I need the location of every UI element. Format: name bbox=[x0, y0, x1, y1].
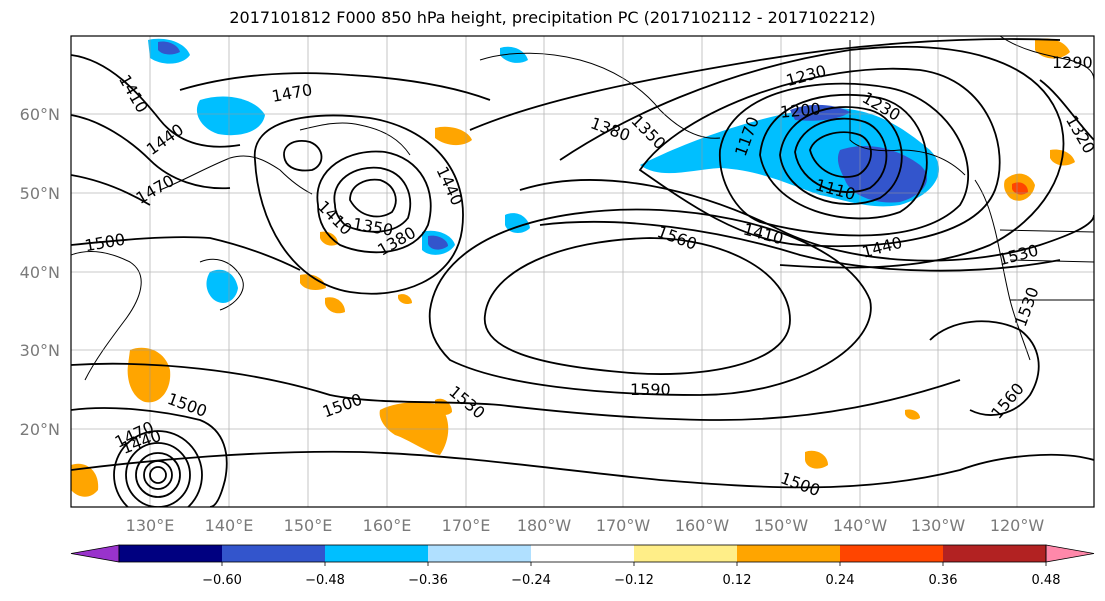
precip-shading bbox=[71, 38, 1075, 497]
colorbar-tick-label: 0.36 bbox=[929, 573, 958, 588]
colorbar-tick-label: 0.12 bbox=[723, 573, 752, 588]
lon-label: 180°W bbox=[517, 516, 572, 535]
lat-label-30n: 30°N bbox=[20, 341, 60, 360]
lat-label-60n: 60°N bbox=[20, 105, 60, 124]
colorbar-tick-label: −0.24 bbox=[511, 573, 551, 588]
contour-label: 1200 bbox=[779, 99, 821, 121]
colorbar-swatch bbox=[737, 545, 840, 562]
colorbar-tick-label: −0.60 bbox=[202, 573, 242, 588]
height-contours bbox=[71, 38, 1094, 507]
colorbar-tick-label: −0.12 bbox=[614, 573, 654, 588]
lon-label: 130°W bbox=[911, 516, 966, 535]
plot-area: 1410 1470 1440 1470 1500 1410 1350 1380 … bbox=[71, 36, 1094, 507]
plot-frame bbox=[70, 35, 1095, 508]
colorbar-frame bbox=[118, 544, 1047, 563]
lat-label-50n: 50°N bbox=[20, 184, 60, 203]
colorbar-swatch bbox=[840, 545, 943, 562]
contour-label: 1290 bbox=[1052, 53, 1093, 72]
map-title: 2017101812 F000 850 hPa height, precipit… bbox=[229, 8, 876, 27]
colorbar-swatch bbox=[119, 545, 222, 562]
colorbar-tick-label: 0.24 bbox=[826, 573, 855, 588]
lon-label: 130°E bbox=[126, 516, 175, 535]
colorbar-swatch bbox=[943, 545, 1046, 562]
lat-label-20n: 20°N bbox=[20, 420, 60, 439]
colorbar-extend-low bbox=[70, 544, 120, 563]
lat-axis: 60°N 50°N 40°N 30°N 20°N bbox=[20, 105, 60, 439]
colorbar-tick-label: −0.36 bbox=[408, 573, 448, 588]
lat-label-40n: 40°N bbox=[20, 263, 60, 282]
lon-label: 150°E bbox=[284, 516, 333, 535]
colorbar-swatch bbox=[222, 545, 325, 562]
colorbar-swatch bbox=[325, 545, 428, 562]
colorbar-swatch bbox=[531, 545, 634, 562]
gridlines bbox=[71, 36, 1094, 507]
colorbar-tick-label: −0.48 bbox=[305, 573, 345, 588]
colorbar-swatch bbox=[428, 545, 531, 562]
colorbar-swatch bbox=[634, 545, 737, 562]
coastlines bbox=[71, 36, 1094, 381]
lon-label: 170°W bbox=[596, 516, 651, 535]
lon-axis: 130°E 140°E 150°E 160°E 170°E 180°W 170°… bbox=[126, 516, 1045, 535]
colorbar-extend-high bbox=[1045, 544, 1095, 563]
lon-label: 140°E bbox=[205, 516, 254, 535]
lon-label: 160°W bbox=[675, 516, 730, 535]
colorbar-tick-label: 0.48 bbox=[1032, 573, 1061, 588]
lon-label: 170°E bbox=[442, 516, 491, 535]
lon-label: 160°E bbox=[363, 516, 412, 535]
colorbar: −0.60 −0.48 −0.36 −0.24 −0.12 0.12 0.24 0.36 0.4… bbox=[70, 544, 1095, 588]
lon-label: 120°W bbox=[990, 516, 1045, 535]
contour-label: 1590 bbox=[630, 380, 671, 399]
lon-label: 150°W bbox=[754, 516, 809, 535]
lon-label: 140°W bbox=[833, 516, 888, 535]
